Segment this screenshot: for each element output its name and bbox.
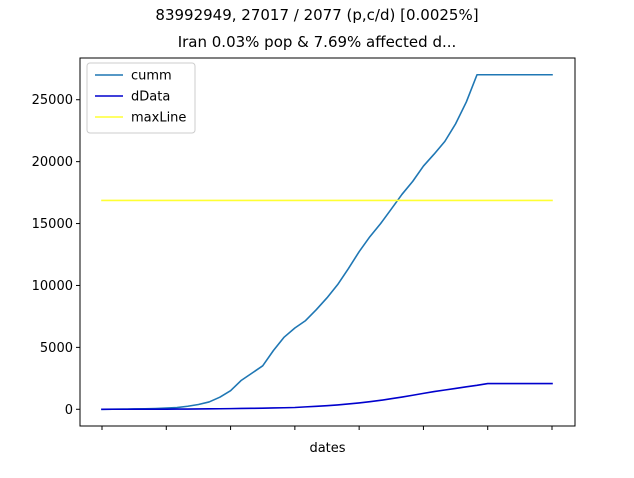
legend: cumm dData maxLine — [86, 62, 196, 134]
y-tick-label: 15000 — [32, 217, 73, 232]
legend-label-maxLine: maxLine — [131, 111, 186, 126]
legend-label-dData: dData — [131, 90, 170, 105]
legend-label-cumm: cumm — [131, 69, 172, 84]
y-tick-label: 5000 — [40, 341, 73, 356]
plot-area — [101, 73, 553, 411]
y-tick-label: 0 — [65, 403, 73, 418]
axes: 0 5000 10000 15000 20000 25000 dates — [32, 57, 576, 456]
y-tick-label: 10000 — [32, 279, 73, 294]
x-axis-label: dates — [309, 441, 345, 456]
plot-frame — [79, 57, 576, 427]
y-tick-label: 25000 — [32, 93, 73, 108]
legend-box — [86, 62, 196, 134]
chart-title: 83992949, 27017 / 2077 (p,c/d) [0.0025%] — [155, 6, 479, 24]
series-line-cumm — [101, 73, 553, 411]
y-tick-label: 20000 — [32, 155, 73, 170]
series-line-dData — [101, 382, 553, 411]
chart-subtitle: Iran 0.03% pop & 7.69% affected d... — [177, 33, 457, 51]
